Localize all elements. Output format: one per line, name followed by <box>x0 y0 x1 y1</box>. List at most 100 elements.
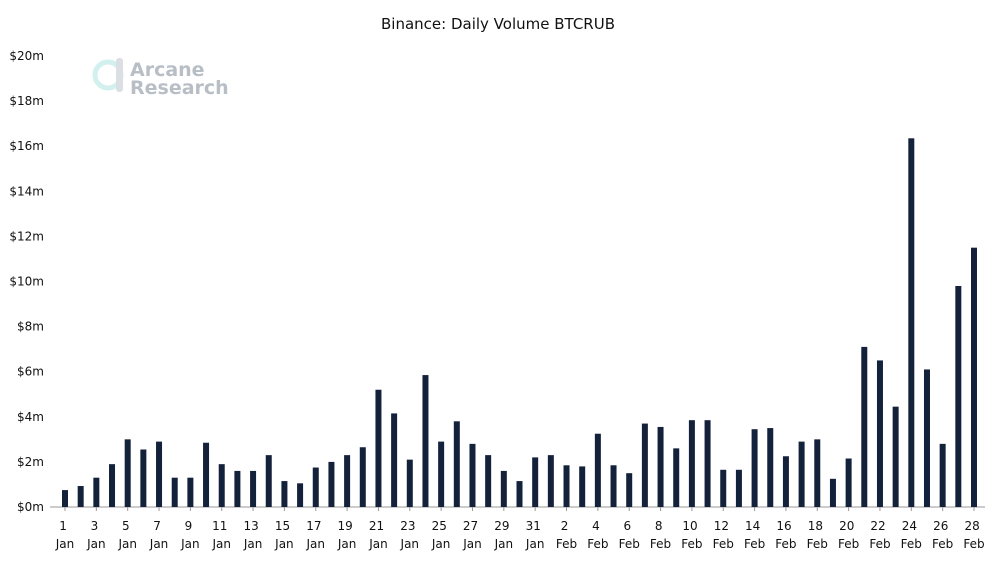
bar <box>500 470 507 507</box>
watermark-logo <box>92 58 124 92</box>
chart-title: Binance: Daily Volume BTCRUB <box>381 15 615 33</box>
bar <box>814 439 821 507</box>
bar <box>892 406 899 507</box>
x-tick-label: 25 Jan <box>431 519 451 551</box>
x-tick-label: 12 Feb <box>713 519 734 551</box>
bar <box>203 442 210 507</box>
bar <box>955 286 962 507</box>
bar <box>845 458 852 507</box>
bar <box>532 457 539 507</box>
y-tick-label: $14m <box>9 184 44 198</box>
bar <box>422 375 429 507</box>
bar <box>516 481 523 507</box>
x-tick-label: 14 Feb <box>744 519 765 551</box>
bar <box>610 465 617 507</box>
x-tick-label: 19 Jan <box>337 519 357 551</box>
y-tick-label: $2m <box>17 455 44 469</box>
bar <box>344 455 351 507</box>
y-tick-label: $8m <box>17 320 44 334</box>
bar <box>250 470 257 507</box>
bar <box>359 447 366 507</box>
x-tick-label: 15 Jan <box>274 519 294 551</box>
bar <box>140 449 147 507</box>
x-tick-label: 9 Jan <box>180 519 200 551</box>
x-tick-label: 23 Jan <box>400 519 420 551</box>
bar <box>767 428 774 507</box>
x-tick-label: 8 Feb <box>650 519 671 551</box>
bar <box>312 467 319 507</box>
bar <box>829 478 836 507</box>
x-tick-label: 6 Feb <box>619 519 640 551</box>
y-tick-label: $6m <box>17 365 44 379</box>
y-tick-label: $20m <box>9 49 44 63</box>
bar <box>218 464 225 507</box>
bar <box>594 433 601 507</box>
y-tick-label: $18m <box>9 94 44 108</box>
bar <box>579 466 586 507</box>
bar <box>641 423 648 507</box>
x-tick-label: 31 Jan <box>525 519 545 551</box>
watermark: Arcane Research <box>130 59 229 99</box>
bar <box>265 455 272 507</box>
x-tick-label: 13 Jan <box>243 519 263 551</box>
x-tick-label: 16 Feb <box>775 519 796 551</box>
bar <box>438 441 445 507</box>
x-tick-label: 11 Jan <box>211 519 231 551</box>
x-tick-label: 21 Jan <box>368 519 388 551</box>
bar <box>234 470 241 507</box>
bar <box>281 481 288 507</box>
x-tick-label: 2 Feb <box>556 519 577 551</box>
logo-bar <box>116 58 123 92</box>
bar <box>735 469 742 507</box>
bar <box>782 456 789 507</box>
bar <box>861 346 868 507</box>
bar <box>626 473 633 507</box>
bar <box>798 441 805 507</box>
x-tick-label: 1 Jan <box>55 519 75 551</box>
bar <box>406 459 413 507</box>
logo-ring <box>92 59 124 91</box>
x-tick-label: 7 Jan <box>149 519 169 551</box>
bar <box>453 421 460 507</box>
x-tick-label: 18 Feb <box>807 519 828 551</box>
y-tick-label: $0m <box>17 500 44 514</box>
bar <box>939 443 946 507</box>
bar <box>375 389 382 507</box>
x-tick-label: 28 Feb <box>963 519 984 551</box>
bar <box>563 465 570 507</box>
bar <box>328 461 335 507</box>
bar <box>469 443 476 507</box>
bar <box>62 490 68 507</box>
bar <box>547 455 554 507</box>
bar <box>391 413 398 507</box>
bar <box>688 420 695 507</box>
bar <box>657 426 664 507</box>
x-tick-label: 22 Feb <box>869 519 890 551</box>
x-tick-label: 20 Feb <box>838 519 859 551</box>
x-tick-label: 4 Feb <box>587 519 608 551</box>
x-tick-label: 10 Feb <box>681 519 702 551</box>
x-tick-label: 5 Jan <box>117 519 137 551</box>
bar <box>124 439 131 507</box>
bar <box>77 486 84 507</box>
bar <box>171 477 178 507</box>
bar <box>93 477 100 507</box>
bar <box>751 429 758 507</box>
y-tick-label: $4m <box>17 410 44 424</box>
bar <box>720 469 727 507</box>
bar <box>876 360 883 507</box>
bar <box>673 448 680 507</box>
x-tick-label: 26 Feb <box>932 519 953 551</box>
y-tick-label: $10m <box>9 275 44 289</box>
y-tick-label: $12m <box>9 229 44 243</box>
bar <box>109 464 116 507</box>
x-tick-label: 3 Jan <box>86 519 106 551</box>
bar <box>704 420 711 507</box>
y-tick-label: $16m <box>9 139 44 153</box>
bar <box>187 477 194 507</box>
bar <box>971 247 977 508</box>
x-tick-label: 27 Jan <box>462 519 482 551</box>
bar <box>297 483 304 507</box>
